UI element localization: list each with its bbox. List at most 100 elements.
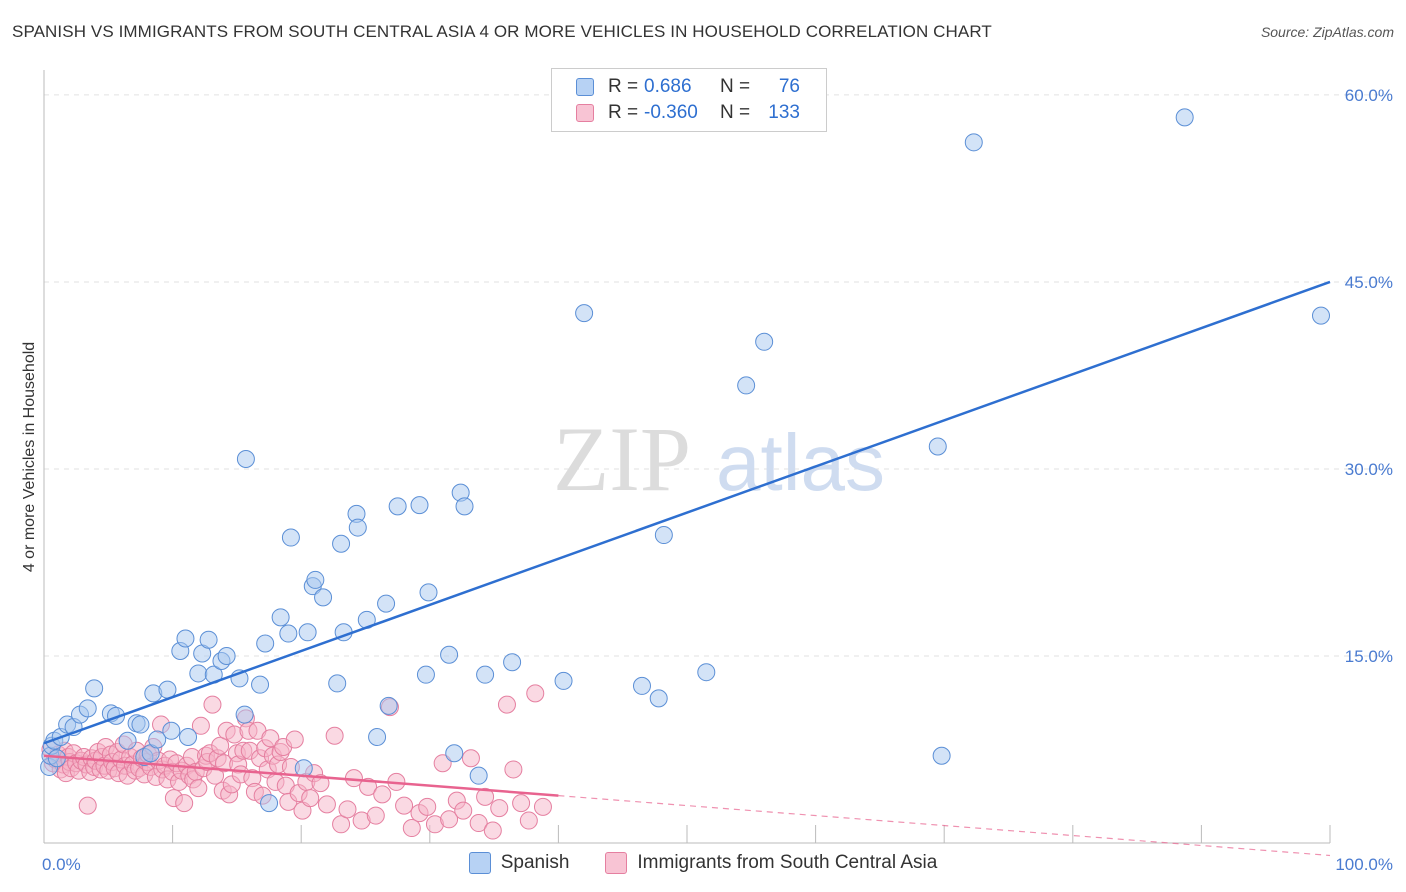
point-spanish (368, 728, 387, 747)
point-spanish (162, 721, 181, 740)
point-immigrants (526, 684, 545, 703)
point-immigrants (512, 794, 531, 813)
point-spanish (445, 744, 464, 763)
point-immigrants (191, 716, 210, 735)
x-tick-label-start: 0.0% (42, 855, 81, 874)
point-spanish (78, 699, 97, 718)
point-spanish (306, 570, 325, 589)
point-spanish (328, 674, 347, 693)
point-immigrants (189, 779, 208, 798)
trend-line-spanish (43, 280, 1331, 745)
point-spanish (469, 766, 488, 785)
y-tick-labels: 15.0% 30.0% 45.0% 60.0% (1345, 86, 1393, 666)
point-spanish (148, 730, 167, 749)
point-spanish (476, 665, 495, 684)
point-spanish (575, 304, 594, 323)
point-spanish (455, 497, 474, 516)
legend-r-value-spanish: 0.686 (644, 76, 692, 97)
point-spanish (388, 497, 407, 516)
trend-line-immigrants (43, 754, 559, 797)
point-immigrants (206, 766, 225, 785)
point-spanish (440, 645, 459, 664)
point-immigrants (418, 797, 437, 816)
series-legend: Spanish Immigrants from South Central As… (0, 852, 1406, 874)
point-spanish (189, 664, 208, 683)
point-immigrants (504, 760, 523, 779)
correlation-legend: R = 0.686 N = 76 R = -0.360 N = 133 (551, 68, 827, 132)
point-immigrants (461, 749, 480, 768)
point-spanish (348, 518, 367, 537)
point-spanish (271, 608, 290, 627)
trend-line-immigrants-extension (558, 795, 1331, 857)
point-spanish (260, 794, 279, 813)
point-spanish (755, 332, 774, 351)
point-immigrants (78, 796, 97, 815)
point-immigrants (311, 774, 330, 793)
point-immigrants (332, 815, 351, 834)
point-spanish (1311, 306, 1330, 325)
point-spanish (279, 624, 298, 643)
y-tick-label: 30.0% (1345, 460, 1393, 479)
point-spanish (503, 653, 522, 672)
point-spanish (416, 665, 435, 684)
legend-r-label: R = (608, 102, 639, 123)
legend-row-spanish: R = 0.686 N = 76 (576, 75, 800, 99)
trend-lines (43, 280, 1331, 857)
point-immigrants (395, 796, 414, 815)
point-immigrants (497, 695, 516, 714)
point-spanish (932, 746, 951, 765)
legend-row-immigrants: R = -0.360 N = 133 (576, 101, 800, 125)
point-spanish (236, 449, 255, 468)
point-spanish (697, 663, 716, 682)
point-immigrants (317, 795, 336, 814)
y-tick-label: 60.0% (1345, 86, 1393, 105)
axes (43, 70, 1331, 844)
point-spanish (85, 679, 104, 698)
point-spanish (199, 630, 218, 649)
point-spanish (554, 671, 573, 690)
point-immigrants (440, 810, 459, 829)
point-spanish (281, 528, 300, 547)
point-immigrants (359, 777, 378, 796)
point-spanish (410, 496, 429, 515)
legend-swatch-spanish (576, 78, 594, 96)
x-tick-label-end: 100.0% (1335, 855, 1393, 874)
point-spanish (379, 696, 398, 715)
point-spanish (179, 728, 198, 747)
point-immigrants (483, 821, 502, 840)
series-label-spanish: Spanish (500, 852, 570, 873)
point-immigrants (454, 801, 473, 820)
legend-r-value-immigrants: -0.360 (644, 102, 698, 123)
point-immigrants (285, 730, 304, 749)
point-immigrants (402, 819, 421, 838)
chart-title: SPANISH VS IMMIGRANTS FROM SOUTH CENTRAL… (12, 22, 992, 41)
legend-n-value-immigrants: 133 (768, 102, 800, 123)
source-credit: Source: ZipAtlas.com (1260, 24, 1394, 40)
grid-lines (44, 94, 1393, 657)
point-immigrants (325, 726, 344, 745)
point-spanish (251, 675, 270, 694)
series-legend-spanish[interactable]: Spanish (468, 852, 570, 874)
point-immigrants (519, 811, 538, 830)
point-spanish (256, 634, 275, 653)
series-swatch-immigrants (605, 852, 628, 874)
y-axis-label: 4 or more Vehicles in Household (21, 342, 38, 572)
point-spanish (294, 759, 313, 778)
point-immigrants (533, 797, 552, 816)
point-immigrants (373, 785, 392, 804)
point-spanish (419, 583, 438, 602)
point-spanish (1175, 108, 1194, 127)
legend-n-label: N = (720, 76, 751, 97)
point-spanish (332, 534, 351, 553)
point-spanish (118, 731, 137, 750)
watermark-zip: ZIP (553, 408, 691, 510)
y-tick-label: 45.0% (1345, 273, 1393, 292)
point-spanish (235, 705, 254, 724)
point-spanish (298, 623, 317, 642)
point-immigrants (366, 806, 385, 825)
point-immigrants (261, 729, 280, 748)
series-legend-immigrants[interactable]: Immigrants from South Central Asia (605, 852, 937, 874)
point-spanish (964, 133, 983, 152)
point-spanish (217, 646, 236, 665)
